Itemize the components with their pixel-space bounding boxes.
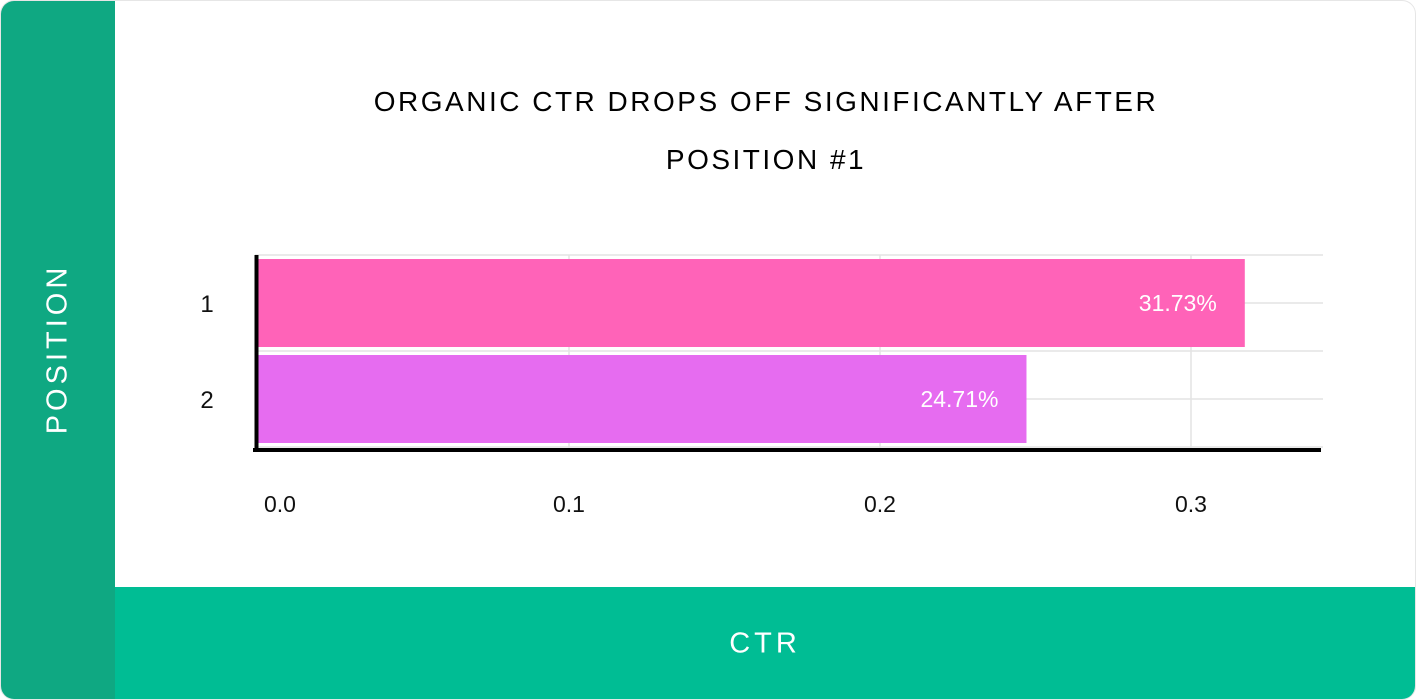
bar-position-1 xyxy=(258,259,1245,347)
x-axis-label-panel: CTR xyxy=(115,587,1415,699)
x-tick-label-0.3: 0.3 xyxy=(1175,491,1207,517)
axes xyxy=(253,255,1321,452)
bars xyxy=(258,259,1245,443)
bar-value-labels: 31.73% 24.71% xyxy=(920,290,1216,412)
data-label-position-2: 24.71% xyxy=(920,386,998,412)
y-axis-label-panel: POSITION xyxy=(1,1,115,699)
bar-chart: 31.73%24.71% 0.0 0.1 0.2 0.3 12 xyxy=(200,254,1323,517)
y-category-labels: 12 xyxy=(200,291,213,414)
y-tick-label-2: 2 xyxy=(200,387,213,414)
x-tick-labels: 0.0 0.1 0.2 0.3 xyxy=(264,491,1207,517)
chart-title: ORGANIC CTR DROPS OFF SIGNIFICANTLY AFTE… xyxy=(373,86,1159,175)
data-label-position-1: 31.73% xyxy=(1139,290,1217,316)
x-tick-label-0.1: 0.1 xyxy=(553,491,585,517)
y-tick-label-1: 1 xyxy=(200,291,213,318)
x-tick-label-0.2: 0.2 xyxy=(864,491,896,517)
x-axis-label: CTR xyxy=(729,627,801,660)
x-tick-label-0.0: 0.0 xyxy=(264,491,296,517)
bar-position-2 xyxy=(258,355,1027,443)
